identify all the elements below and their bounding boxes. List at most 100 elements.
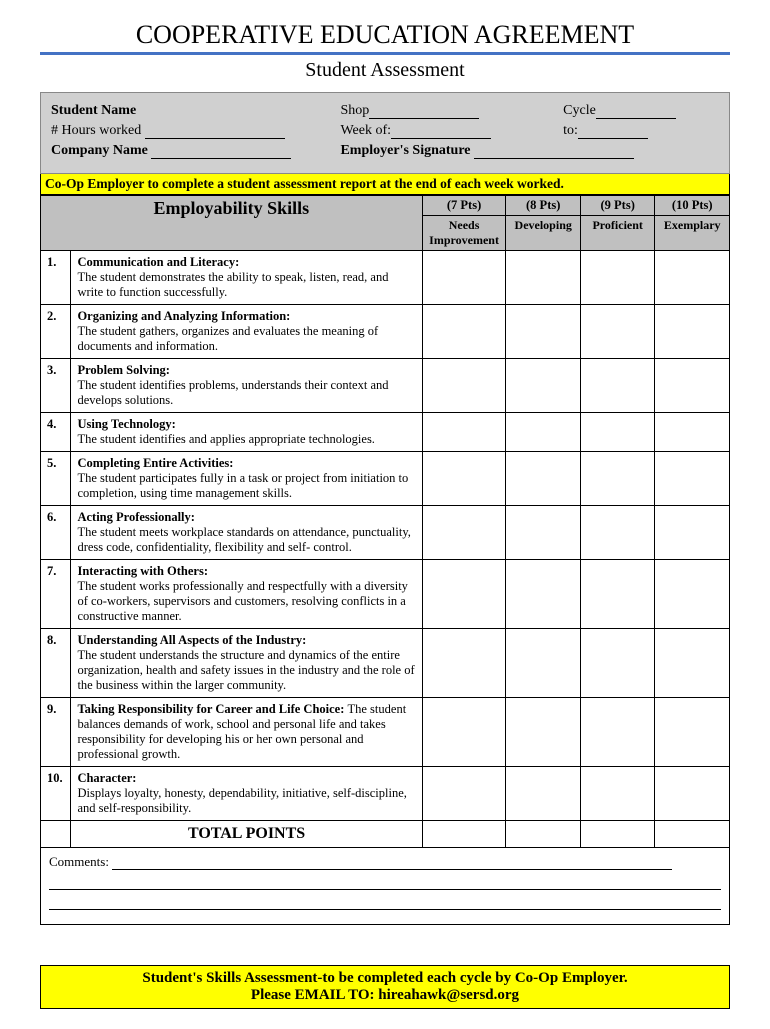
to-label: to:	[563, 123, 578, 138]
page-subtitle: Student Assessment	[40, 59, 730, 82]
table-row: 5.Completing Entire Activities:The stude…	[41, 452, 730, 506]
col-9pts: (9 Pts)	[580, 196, 654, 216]
total-cell	[580, 821, 654, 848]
footer-line2: Please EMAIL TO: hireahawk@sersd.org	[49, 987, 721, 1004]
col-7pts: (7 Pts)	[422, 196, 506, 216]
skills-header: Employability Skills	[41, 196, 423, 251]
table-row: 3.Problem Solving:The student identifies…	[41, 359, 730, 413]
score-cell[interactable]	[506, 359, 580, 413]
skill-cell: Taking Responsibility for Career and Lif…	[71, 698, 422, 767]
score-cell[interactable]	[506, 251, 580, 305]
score-cell[interactable]	[506, 560, 580, 629]
row-number: 1.	[41, 251, 71, 305]
score-cell[interactable]	[506, 413, 580, 452]
score-cell[interactable]	[580, 560, 654, 629]
score-cell[interactable]	[506, 452, 580, 506]
total-row: TOTAL POINTS	[41, 821, 730, 848]
skill-cell: Problem Solving:The student identifies p…	[71, 359, 422, 413]
table-row: 7.Interacting with Others:The student wo…	[41, 560, 730, 629]
col-needs-improvement: Needs Improvement	[422, 216, 506, 251]
col-proficient: Proficient	[580, 216, 654, 251]
score-cell[interactable]	[655, 506, 730, 560]
score-cell[interactable]	[422, 359, 506, 413]
row-number: 2.	[41, 305, 71, 359]
score-cell[interactable]	[422, 629, 506, 698]
score-cell[interactable]	[580, 359, 654, 413]
hours-worked-label: # Hours worked	[51, 123, 141, 138]
col-8pts: (8 Pts)	[506, 196, 580, 216]
instruction-banner: Co-Op Employer to complete a student ass…	[40, 174, 730, 195]
header-info-box: Student Name Shop Cycle # Hours worked W…	[40, 92, 730, 174]
table-row: 9.Taking Responsibility for Career and L…	[41, 698, 730, 767]
footer-banner: Student's Skills Assessment-to be comple…	[40, 965, 730, 1009]
score-cell[interactable]	[655, 359, 730, 413]
skill-cell: Organizing and Analyzing Information:The…	[71, 305, 422, 359]
score-cell[interactable]	[580, 506, 654, 560]
table-row: 1.Communication and Literacy:The student…	[41, 251, 730, 305]
score-cell[interactable]	[506, 698, 580, 767]
score-cell[interactable]	[422, 251, 506, 305]
score-cell[interactable]	[580, 305, 654, 359]
skill-cell: Communication and Literacy:The student d…	[71, 251, 422, 305]
row-number: 6.	[41, 506, 71, 560]
score-cell[interactable]	[655, 251, 730, 305]
score-cell[interactable]	[655, 560, 730, 629]
score-cell[interactable]	[655, 305, 730, 359]
score-cell[interactable]	[422, 698, 506, 767]
score-cell[interactable]	[506, 506, 580, 560]
score-cell[interactable]	[580, 251, 654, 305]
skill-cell: Completing Entire Activities:The student…	[71, 452, 422, 506]
comments-box: Comments:	[40, 848, 730, 925]
score-cell[interactable]	[422, 506, 506, 560]
title-rule	[40, 52, 730, 55]
score-cell[interactable]	[580, 629, 654, 698]
skill-cell: Using Technology:The student identifies …	[71, 413, 422, 452]
score-cell[interactable]	[655, 413, 730, 452]
page-title: COOPERATIVE EDUCATION AGREEMENT	[40, 20, 730, 50]
row-number: 10.	[41, 767, 71, 821]
cycle-label: Cycle	[563, 103, 596, 118]
table-row: 8.Understanding All Aspects of the Indus…	[41, 629, 730, 698]
score-cell[interactable]	[422, 452, 506, 506]
row-number: 5.	[41, 452, 71, 506]
total-cell	[655, 821, 730, 848]
score-cell[interactable]	[655, 698, 730, 767]
score-cell[interactable]	[580, 413, 654, 452]
col-10pts: (10 Pts)	[655, 196, 730, 216]
company-name-label: Company Name	[51, 143, 148, 158]
score-cell[interactable]	[580, 698, 654, 767]
table-row: 2.Organizing and Analyzing Information:T…	[41, 305, 730, 359]
score-cell[interactable]	[655, 767, 730, 821]
score-cell[interactable]	[655, 629, 730, 698]
score-cell[interactable]	[506, 305, 580, 359]
score-cell[interactable]	[506, 767, 580, 821]
week-of-label: Week of:	[340, 123, 391, 138]
comments-label: Comments:	[49, 854, 109, 869]
student-name-label: Student Name	[51, 103, 136, 118]
score-cell[interactable]	[422, 413, 506, 452]
skills-table: Employability Skills (7 Pts) (8 Pts) (9 …	[40, 195, 730, 848]
row-number: 8.	[41, 629, 71, 698]
col-exemplary: Exemplary	[655, 216, 730, 251]
skill-cell: Character:Displays loyalty, honesty, dep…	[71, 767, 422, 821]
total-cell	[422, 821, 506, 848]
row-number: 3.	[41, 359, 71, 413]
col-developing: Developing	[506, 216, 580, 251]
score-cell[interactable]	[422, 767, 506, 821]
score-cell[interactable]	[580, 452, 654, 506]
row-number: 4.	[41, 413, 71, 452]
total-cell	[506, 821, 580, 848]
table-row: 10.Character:Displays loyalty, honesty, …	[41, 767, 730, 821]
score-cell[interactable]	[655, 452, 730, 506]
skill-cell: Understanding All Aspects of the Industr…	[71, 629, 422, 698]
score-cell[interactable]	[580, 767, 654, 821]
score-cell[interactable]	[422, 560, 506, 629]
table-row: 6.Acting Professionally:The student meet…	[41, 506, 730, 560]
row-number: 9.	[41, 698, 71, 767]
score-cell[interactable]	[506, 629, 580, 698]
employer-signature-label: Employer's Signature	[340, 143, 470, 158]
skill-cell: Acting Professionally:The student meets …	[71, 506, 422, 560]
footer-line1: Student's Skills Assessment-to be comple…	[49, 970, 721, 987]
score-cell[interactable]	[422, 305, 506, 359]
total-label: TOTAL POINTS	[71, 821, 422, 848]
